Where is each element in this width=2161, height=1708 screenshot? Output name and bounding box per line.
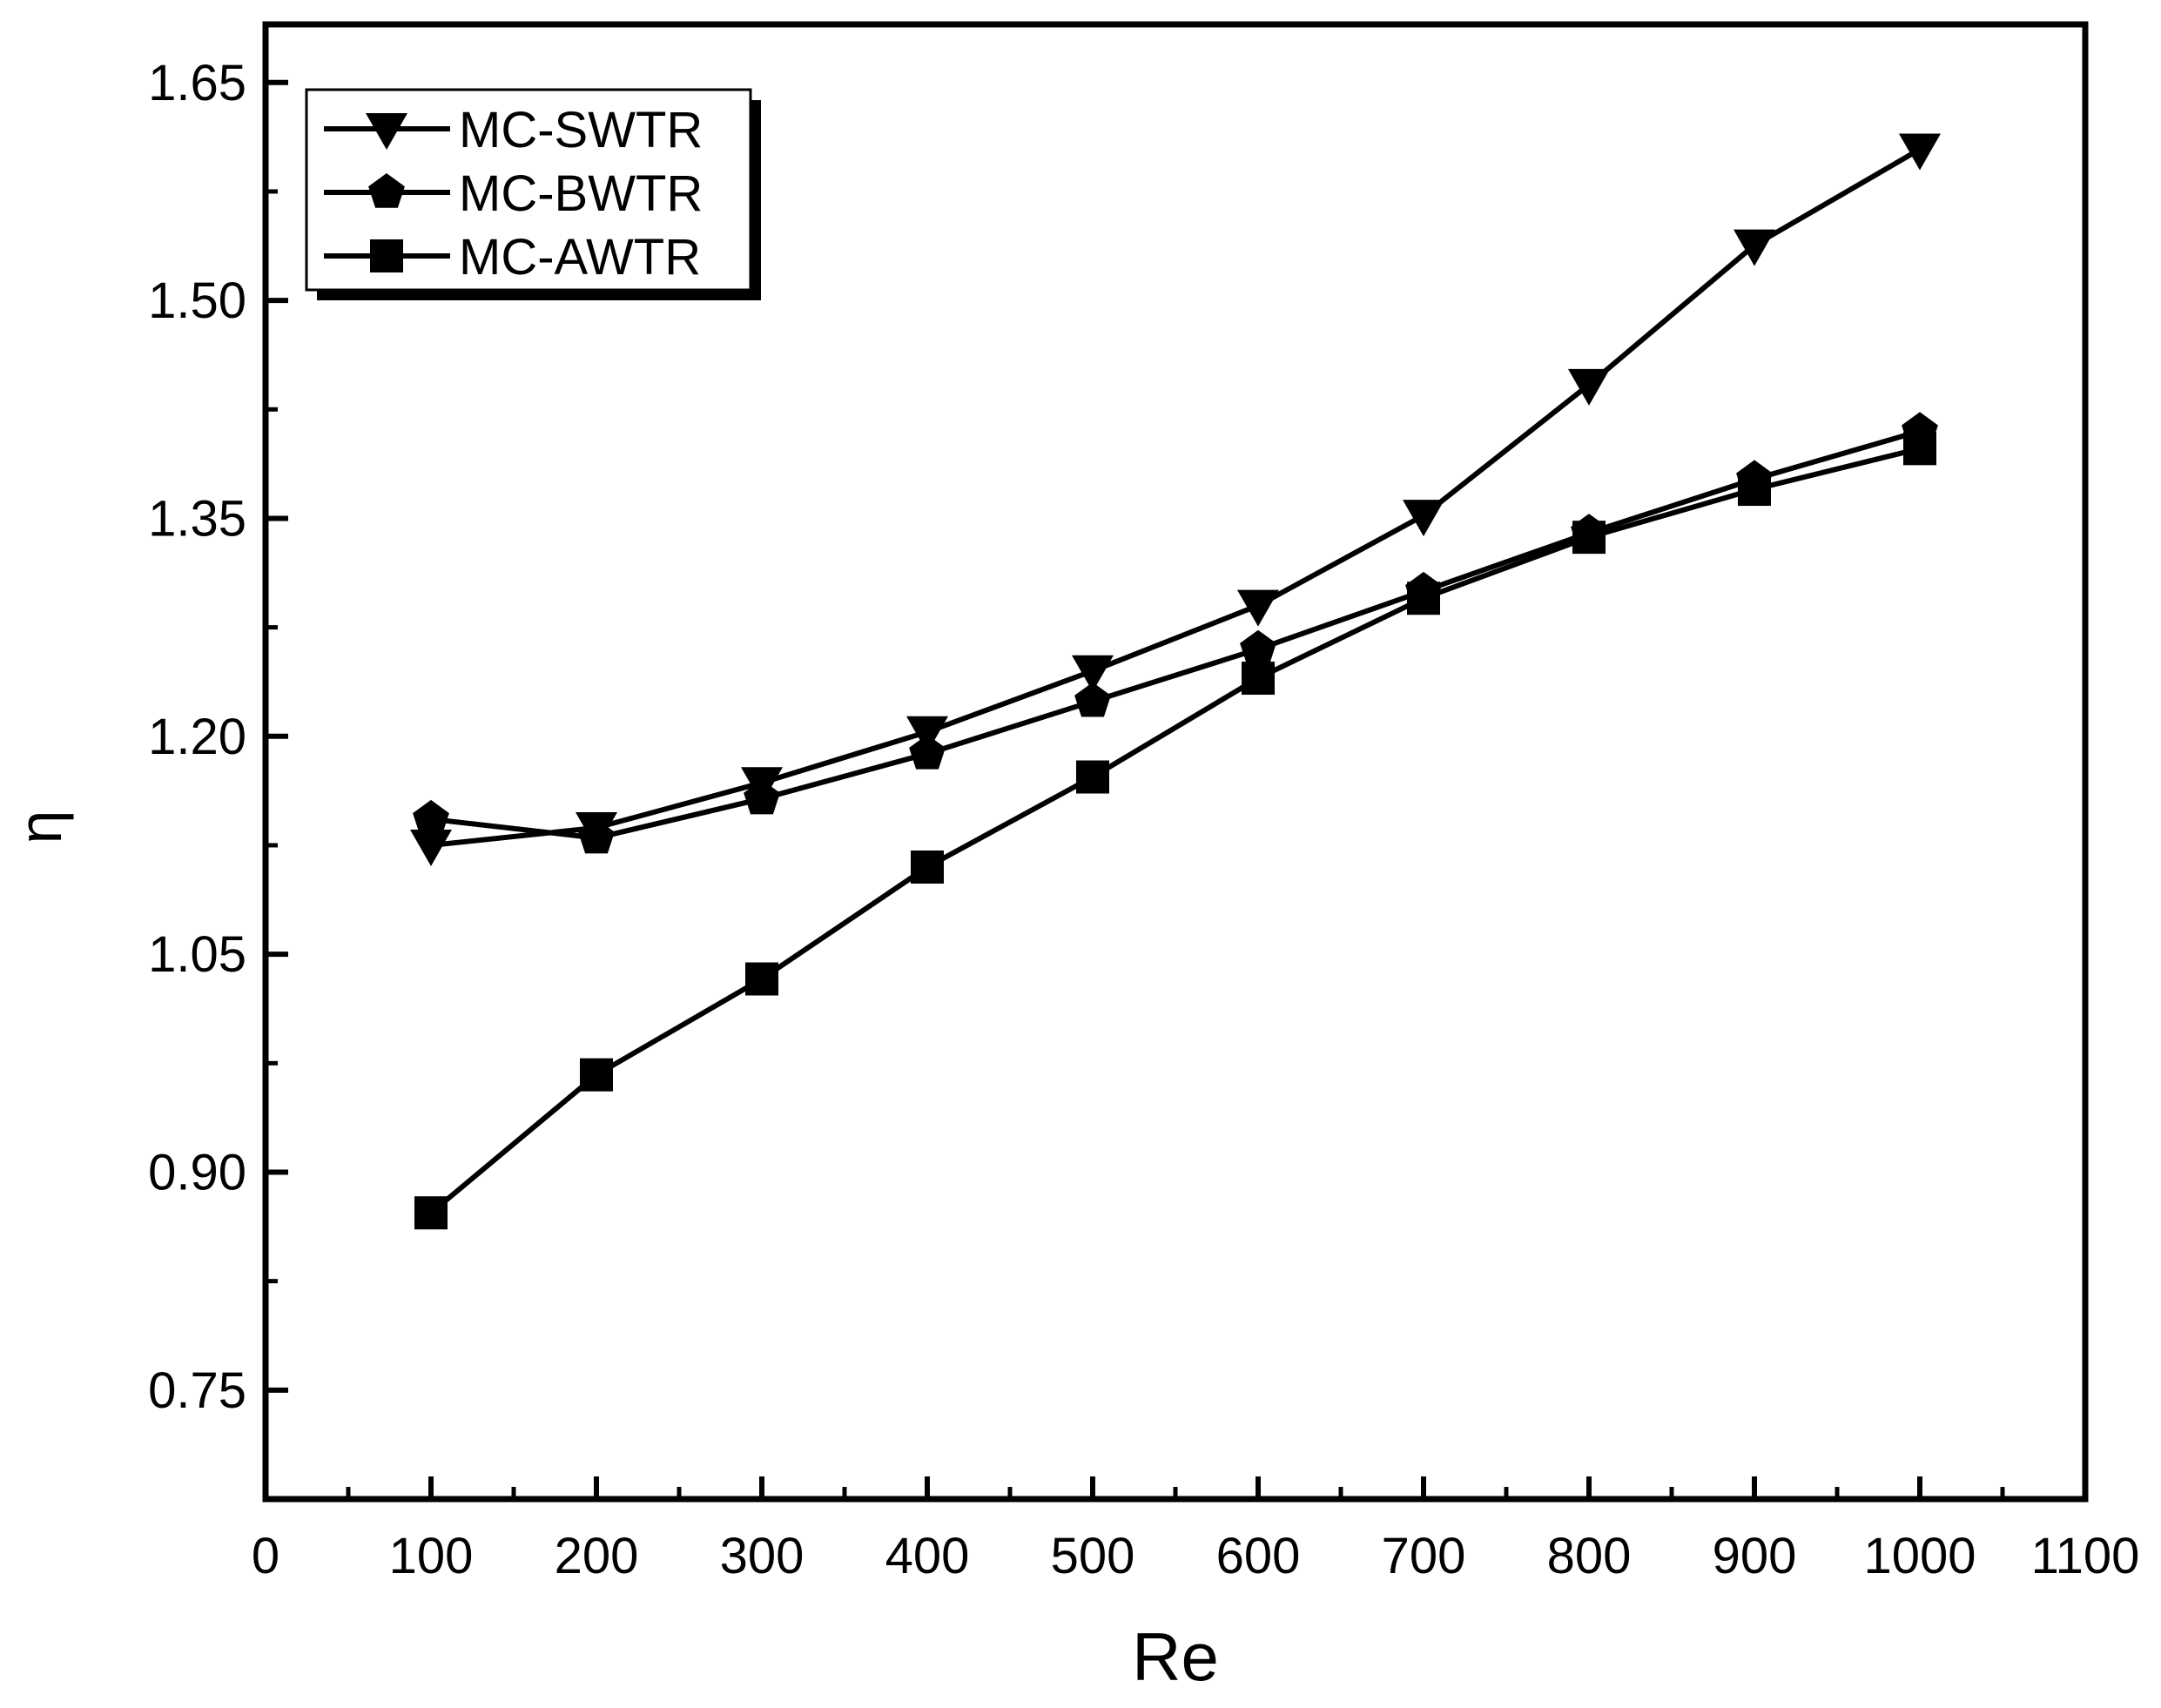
x-tick-label: 1000	[1863, 1528, 1976, 1584]
legend-marker	[368, 173, 405, 208]
series-line-mc-bwtr	[430, 428, 1921, 841]
x-tick-label: 500	[1051, 1528, 1135, 1584]
data-point-mc-swtr	[1734, 229, 1775, 266]
x-tick-label: 400	[885, 1528, 970, 1584]
series-mc-bwtr	[413, 412, 1938, 854]
x-tick-label: 800	[1547, 1528, 1632, 1584]
legend-label: MC-SWTR	[459, 102, 703, 158]
data-point-mc-awtr	[1903, 432, 1936, 466]
legend-label: MC-BWTR	[459, 165, 703, 222]
data-point-mc-swtr	[1403, 500, 1444, 537]
data-point-mc-awtr	[414, 1196, 448, 1230]
data-point-mc-awtr	[911, 851, 944, 884]
data-point-mc-swtr	[906, 716, 948, 753]
legend-item-mc-bwtr: MC-BWTR	[324, 165, 703, 222]
data-point-mc-bwtr	[744, 779, 780, 815]
y-axis-label: η	[6, 810, 74, 844]
y-tick-label: 1.35	[148, 490, 246, 547]
data-point-mc-bwtr	[578, 818, 615, 854]
data-point-mc-bwtr	[1240, 629, 1276, 665]
legend-marker	[366, 113, 407, 150]
legend-label: MC-AWTR	[459, 229, 701, 286]
y-tick-label: 1.05	[148, 926, 246, 983]
x-tick-label: 600	[1216, 1528, 1301, 1584]
x-tick-label: 700	[1382, 1528, 1466, 1584]
y-tick-label: 1.20	[148, 709, 246, 765]
x-tick-label: 100	[389, 1528, 474, 1584]
y-tick-label: 0.90	[148, 1144, 246, 1200]
y-tick-label: 1.50	[148, 272, 246, 329]
data-point-mc-bwtr	[1074, 682, 1111, 717]
x-axis-label: Re	[1132, 1618, 1219, 1695]
data-point-mc-swtr	[1568, 368, 1610, 406]
x-tick-label: 200	[555, 1528, 639, 1584]
series-mc-swtr	[410, 133, 1941, 866]
legend-item-mc-awtr: MC-AWTR	[324, 229, 701, 286]
series-line-mc-awtr	[429, 446, 1921, 1215]
data-point-mc-awtr	[1076, 760, 1109, 794]
axes: 0 100 200 300 400 500 600 700 800 900 1000 1100 0.75…	[148, 21, 2140, 1584]
x-tick-label: 300	[720, 1528, 804, 1584]
data-point-mc-awtr	[1407, 582, 1440, 615]
data-point-mc-swtr	[1899, 133, 1941, 171]
x-tick-label: 900	[1713, 1528, 1797, 1584]
data-point-mc-awtr	[745, 962, 778, 996]
series-layer	[410, 133, 1941, 1230]
series-mc-awtr	[414, 432, 1936, 1230]
x-tick-label: 0	[252, 1528, 279, 1584]
data-point-mc-awtr	[1572, 521, 1606, 555]
series-line-mc-swtr	[430, 146, 1922, 848]
data-point-mc-swtr	[1237, 589, 1279, 627]
data-point-mc-awtr	[580, 1058, 613, 1092]
y-tick-label: 1.65	[148, 55, 246, 111]
data-point-mc-swtr	[1072, 655, 1114, 692]
data-point-mc-awtr	[1242, 662, 1275, 696]
legend-marker	[370, 239, 403, 272]
x-tick-label: 1100	[2031, 1528, 2140, 1584]
data-point-mc-swtr	[410, 829, 452, 866]
y-tick-label: 0.75	[148, 1362, 246, 1419]
data-point-mc-bwtr	[413, 799, 449, 835]
legend: MC-SWTR MC-BWTR MC-AWTR	[305, 88, 761, 300]
data-point-mc-awtr	[1738, 473, 1771, 507]
data-point-mc-bwtr	[909, 734, 946, 770]
legend-item-mc-swtr: MC-SWTR	[324, 102, 703, 158]
